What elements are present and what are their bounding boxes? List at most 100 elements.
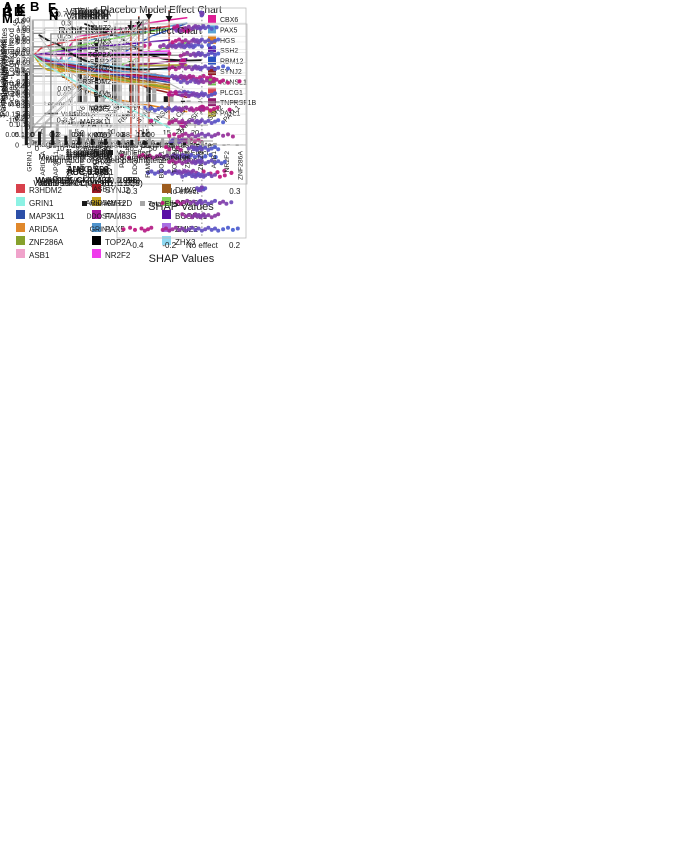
shap-dot bbox=[128, 225, 133, 230]
shap-dot bbox=[209, 158, 214, 163]
panel-n: N ZNF286A ZMIZ2 ZHX3 TOP2A SYNJ2 R3HDM2 PAX5 NR… bbox=[0, 0, 250, 266]
shap-dot bbox=[181, 58, 186, 64]
category-label: ARID5A bbox=[40, 151, 47, 176]
plot-border bbox=[31, 19, 144, 128]
row-label: R3HDM2 bbox=[82, 79, 111, 86]
shap-dot bbox=[144, 155, 149, 160]
bar-total-GRIN1 bbox=[29, 56, 33, 145]
legend-swatch-HGS bbox=[208, 35, 216, 44]
row-label: ASB1 bbox=[93, 186, 111, 193]
shap-dot bbox=[199, 228, 204, 233]
tick-label: 5 bbox=[13, 18, 17, 27]
bar-total-KMT2D bbox=[81, 131, 86, 145]
bar-main-KANSL1 bbox=[163, 96, 168, 102]
tick-label: 0.8 bbox=[116, 140, 126, 147]
shap-dot bbox=[175, 145, 180, 150]
panel-h-label: H bbox=[2, 5, 12, 20]
x-axis-label: Magnitude of scaled parameter estimates bbox=[38, 152, 190, 162]
shap-dot bbox=[201, 80, 206, 84]
shap-dot bbox=[178, 80, 183, 84]
auc-text: AUC 0.9921 bbox=[67, 167, 114, 177]
shap-dot bbox=[217, 201, 222, 205]
shap-dot bbox=[159, 168, 164, 173]
shap-dot bbox=[142, 105, 147, 110]
tick-label: 0.60 bbox=[16, 60, 30, 67]
shap-dot bbox=[172, 132, 177, 137]
tick-label: 0 bbox=[27, 141, 31, 150]
shap-dot bbox=[149, 106, 154, 111]
roc-title: Validation bbox=[65, 12, 110, 23]
tick-label: 10 bbox=[107, 127, 115, 136]
panel-j-label: J bbox=[3, 1, 11, 16]
legend-swatch-total bbox=[140, 201, 145, 206]
shap-dot bbox=[183, 38, 188, 43]
y-axis-label: Parameter estimates bbox=[0, 28, 9, 105]
shap-dot bbox=[186, 146, 191, 151]
tick-label: 0.45 bbox=[5, 50, 19, 57]
panel-i-label: I bbox=[8, 5, 12, 20]
tick-label: 0.25 bbox=[57, 34, 71, 41]
bar-total-BCORL1 bbox=[161, 137, 165, 145]
tick-label: 0.6 bbox=[94, 140, 104, 147]
ci-text: Wald 95% CI (0.961, 1.023) bbox=[38, 178, 143, 188]
shap-dot bbox=[193, 134, 198, 139]
shap-dot bbox=[209, 92, 214, 97]
panel-l-chart: 0 0.2 0.4 0.6 0.8 1.00 bbox=[30, 19, 150, 139]
shap-dot bbox=[206, 118, 211, 123]
row-label: TOP2A bbox=[88, 52, 111, 59]
shap-dot bbox=[183, 214, 188, 219]
bar-total-ZNF286A bbox=[240, 144, 244, 146]
shap-dot bbox=[199, 65, 204, 70]
x-axis-label: 1-specificity bbox=[65, 147, 110, 157]
row-label: NR2F2 bbox=[89, 106, 111, 113]
shap-dot bbox=[237, 79, 242, 84]
shap-dot bbox=[213, 145, 217, 150]
row-label: SSH2 bbox=[89, 57, 109, 66]
shap-dot bbox=[221, 120, 226, 125]
shap-dot bbox=[226, 225, 230, 230]
shap-dot bbox=[126, 155, 131, 160]
tick-label: 5 bbox=[108, 128, 112, 137]
shap-dot bbox=[213, 119, 217, 124]
x-axis-label: 1-specificity bbox=[68, 149, 113, 159]
category-label: FAM83G bbox=[145, 151, 152, 178]
row-label: PAX5 bbox=[94, 92, 111, 99]
shap-dot bbox=[160, 227, 165, 232]
tick-label: 20 bbox=[79, 144, 87, 153]
legend-swatch-FAM83G bbox=[92, 210, 101, 219]
shap-dot bbox=[164, 226, 168, 231]
shap-dot bbox=[186, 213, 191, 218]
tick-label: 0.8 bbox=[116, 132, 126, 139]
tick-label: 50 bbox=[149, 144, 157, 153]
tick-label: -4 bbox=[12, 114, 19, 123]
tick-label: 50 bbox=[142, 141, 150, 150]
tick-label: 0.90 bbox=[16, 36, 30, 43]
shap-dot bbox=[180, 93, 185, 98]
shap-dot bbox=[173, 91, 178, 96]
shap-dot bbox=[178, 201, 183, 206]
category-label: ASB1 bbox=[211, 151, 218, 169]
shap-dot bbox=[221, 78, 226, 83]
tick-label: 4 bbox=[15, 9, 19, 18]
shap-dot bbox=[229, 200, 234, 205]
shap-dot bbox=[206, 52, 211, 57]
shap-dot bbox=[145, 170, 151, 175]
legend-swatch-PLCG1 bbox=[208, 87, 216, 96]
tick-label: 1.00 bbox=[136, 132, 150, 139]
legend-swatch-DDOST bbox=[162, 197, 171, 206]
panel-m-label: M bbox=[2, 11, 13, 26]
legend-label: PAX5 bbox=[220, 27, 237, 34]
shap-dot bbox=[196, 226, 201, 231]
bar-main-SSH2 bbox=[215, 101, 220, 103]
tick-label: 1.00 bbox=[136, 132, 150, 139]
shap-dot bbox=[166, 106, 171, 111]
legend-swatch-PATL1 bbox=[208, 108, 216, 117]
tick-label: 0.10 bbox=[16, 114, 30, 121]
shap-dot bbox=[186, 158, 191, 163]
shap-dot bbox=[213, 155, 218, 160]
shap-dot bbox=[189, 152, 194, 158]
tick-label: 0.2 bbox=[49, 132, 59, 139]
panel-n-label: N bbox=[49, 8, 59, 23]
shap-dot bbox=[199, 131, 204, 136]
